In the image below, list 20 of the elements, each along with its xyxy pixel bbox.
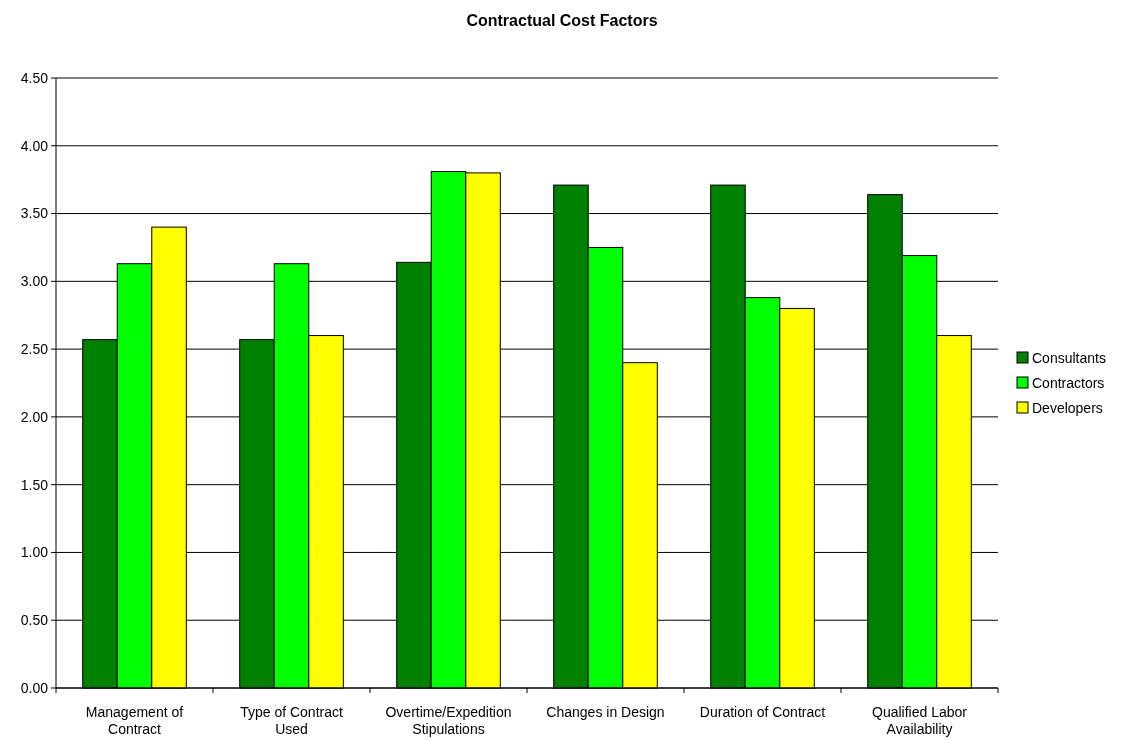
y-tick-label: 1.50 [20, 476, 49, 493]
x-tick-label: Qualified Labor Availability [872, 704, 968, 737]
y-tick-label: 3.50 [20, 205, 49, 222]
legend-label: Consultants [1032, 349, 1106, 366]
y-tick-label: 1.00 [20, 544, 49, 561]
y-tick-label: 2.00 [20, 408, 49, 425]
y-tick-label: 4.50 [20, 69, 49, 86]
y-tick-label: 2.50 [20, 341, 49, 358]
legend-label: Contractors [1032, 374, 1105, 391]
chart-title: Contractual Cost Factors [466, 12, 658, 29]
x-tick-label: Duration of Contract [699, 704, 826, 720]
x-tick-label: Type of Contract Used [240, 704, 343, 737]
y-tick-label: 0.50 [20, 612, 49, 629]
y-tick-label: 4.00 [20, 137, 49, 154]
y-tick-label: 0.00 [20, 679, 49, 696]
y-tick-label: 3.00 [20, 273, 49, 290]
x-tick-label: Changes in Design [546, 704, 665, 720]
x-tick-label: Management of Contract [85, 704, 184, 737]
legend-label: Developers [1032, 399, 1103, 416]
x-tick-label: Overtime/Expedition Stipulations [385, 704, 512, 737]
